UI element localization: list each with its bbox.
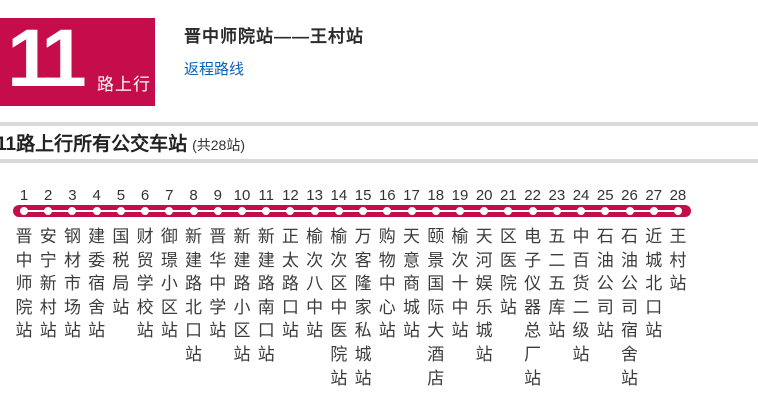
station-number: 20: [475, 187, 493, 204]
station-name: 新建路南口站: [257, 227, 275, 364]
station-dot: [286, 207, 295, 215]
station-dot: [20, 207, 28, 215]
station-dot: [383, 207, 392, 215]
station-name: 正太路口站: [281, 227, 299, 341]
station-name: 国税局站: [112, 227, 130, 317]
station-name: 电子仪器总厂站: [524, 227, 542, 388]
stations-count-note: (共28站): [192, 137, 245, 153]
station-number: 27: [645, 187, 663, 204]
station-name: 购物中心站: [378, 227, 396, 341]
station-dot: [359, 207, 368, 215]
station-number: 1: [19, 187, 29, 204]
station-number: 19: [451, 187, 469, 204]
station-name: 榆次十中站: [451, 227, 469, 341]
station-number: 13: [306, 187, 323, 204]
station-dot: [213, 207, 222, 215]
station-name: 天意商城站: [403, 227, 421, 341]
station-dot: [480, 207, 489, 215]
station-dot: [504, 207, 513, 215]
station-name: 石油公司宿舍站: [621, 227, 638, 388]
station-dot: [601, 207, 610, 215]
station-dot: [552, 207, 561, 215]
station-name: 近城北口站: [645, 227, 663, 341]
route-line: [13, 205, 691, 217]
station-number: 18: [427, 187, 445, 204]
station-number: 12: [282, 187, 299, 204]
station-number: 4: [92, 187, 101, 204]
station-dot: [141, 207, 150, 215]
station-number: 3: [68, 187, 77, 204]
station-number: 2: [44, 187, 53, 204]
station-name: 万客隆家私城站: [354, 227, 372, 388]
station-number: 15: [354, 187, 372, 204]
station-name: 王村站: [669, 227, 687, 294]
station-number: 24: [572, 187, 590, 204]
station-dot: [334, 207, 343, 215]
station-name: 晋华中学站: [209, 227, 227, 341]
station-number: 26: [621, 187, 638, 204]
station-dot: [68, 207, 77, 215]
station-number: 16: [378, 187, 396, 204]
station-number: 10: [233, 187, 251, 204]
station-dot: [431, 207, 440, 215]
route-badge: 11 路上行: [0, 13, 155, 106]
station-number: 21: [500, 187, 517, 204]
stations-section-title-text: 11路上行所有公交车站: [0, 134, 188, 155]
station-dot: [407, 207, 416, 215]
station-dot: [92, 207, 101, 215]
station-dot: [625, 207, 634, 215]
station-dot: [577, 207, 586, 215]
station-dot: [165, 207, 174, 215]
station-name: 御璟小区站: [160, 227, 178, 341]
station-name: 安宁新村站: [39, 227, 57, 341]
station-number: 7: [165, 187, 174, 204]
station-dot: [189, 207, 198, 215]
station-number: 6: [140, 187, 150, 204]
station-name: 新建路小区站: [233, 227, 251, 364]
route-number: 11: [7, 13, 87, 104]
station-name: 钢材市场站: [63, 227, 81, 341]
station-dot: [310, 207, 319, 215]
station-number: 8: [189, 187, 198, 204]
station-name: 新建路北口站: [185, 227, 203, 364]
station-name: 榆次区中医院站: [330, 227, 348, 388]
station-name: 榆次八中站: [306, 227, 324, 341]
station-number: 23: [548, 187, 566, 204]
station-name: 建委宿舍站: [88, 227, 106, 341]
station-name: 晋中师院站: [15, 227, 33, 341]
route-header: 晋中师院站——王村站 返程路线: [184, 22, 364, 79]
stations-section-header: 11路上行所有公交车站 (共28站): [0, 122, 758, 163]
station-name: 五二五库站: [548, 227, 566, 341]
station-dot: [528, 207, 537, 215]
station-number: 25: [596, 187, 614, 204]
stations-section-title: 11路上行所有公交车站 (共28站): [0, 129, 245, 156]
station-name: 区医院站: [499, 227, 517, 317]
station-number: 28: [669, 187, 687, 204]
station-number: 5: [116, 187, 126, 204]
station-dot: [44, 207, 53, 215]
route-centerline: [24, 210, 678, 212]
station-dot: [262, 207, 271, 215]
station-number: 14: [330, 187, 348, 204]
station-number: 9: [213, 187, 222, 204]
station-number: 11: [258, 187, 274, 204]
route-direction-label: 路上行: [97, 75, 151, 94]
station-name: 中百货二级站: [572, 227, 590, 364]
station-dot: [237, 207, 246, 215]
station-name: 颐景国际大酒店: [427, 227, 445, 388]
return-route-link[interactable]: 返程路线: [184, 61, 245, 78]
station-name: 石油公司站: [596, 227, 614, 341]
station-dot: [649, 207, 658, 215]
route-title: 晋中师院站——王村站: [184, 27, 364, 46]
station-dot: [116, 207, 125, 215]
station-name: 财贸学校站: [136, 227, 154, 341]
station-number: 22: [524, 187, 541, 204]
station-dot: [455, 207, 464, 215]
station-dot: [673, 207, 682, 215]
station-number: 17: [403, 187, 420, 204]
station-name: 天河娱乐城站: [475, 227, 493, 364]
